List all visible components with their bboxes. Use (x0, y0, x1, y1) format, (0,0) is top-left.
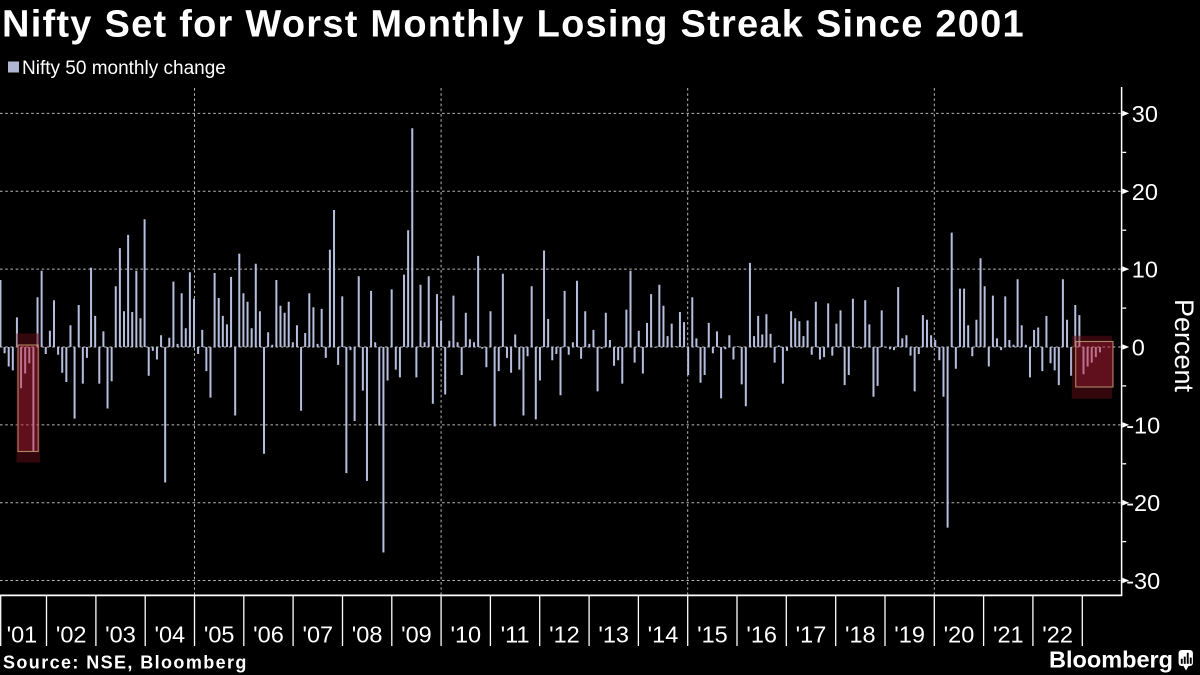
svg-text:Bloomberg: Bloomberg (1049, 647, 1173, 673)
svg-text:10: 10 (1132, 257, 1158, 283)
svg-text:-30: -30 (1126, 568, 1160, 594)
svg-text:30: 30 (1132, 101, 1158, 127)
svg-text:'08: '08 (352, 622, 383, 648)
svg-text:Nifty 50 monthly change: Nifty 50 monthly change (22, 58, 226, 79)
svg-text:'12: '12 (549, 622, 580, 648)
svg-text:'02: '02 (56, 622, 87, 648)
svg-text:'15: '15 (697, 622, 728, 648)
svg-text:Nifty Set for Worst Monthly Lo: Nifty Set for Worst Monthly Losing Strea… (2, 4, 1025, 46)
svg-text:'19: '19 (894, 622, 925, 648)
svg-text:'18: '18 (845, 622, 876, 648)
svg-text:'07: '07 (302, 622, 333, 648)
svg-text:'21: '21 (993, 622, 1024, 648)
svg-text:Percent: Percent (1169, 299, 1199, 393)
svg-text:'10: '10 (450, 622, 481, 648)
svg-text:'03: '03 (105, 622, 136, 648)
svg-text:'01: '01 (7, 622, 38, 648)
svg-text:'22: '22 (1042, 622, 1073, 648)
svg-text:'09: '09 (401, 622, 432, 648)
svg-text:'17: '17 (796, 622, 827, 648)
svg-text:'14: '14 (648, 622, 679, 648)
svg-text:'11: '11 (501, 622, 530, 648)
svg-text:-10: -10 (1126, 412, 1160, 438)
svg-text:'20: '20 (944, 622, 975, 648)
svg-text:0: 0 (1132, 335, 1145, 361)
svg-text:'16: '16 (746, 622, 777, 648)
svg-text:'04: '04 (154, 622, 185, 648)
svg-text:'13: '13 (598, 622, 629, 648)
svg-text:'05: '05 (204, 622, 235, 648)
svg-text:'06: '06 (253, 622, 284, 648)
svg-text:-20: -20 (1126, 490, 1160, 516)
svg-text:20: 20 (1132, 179, 1158, 205)
svg-text:Source: NSE, Bloomberg: Source: NSE, Bloomberg (3, 653, 248, 673)
